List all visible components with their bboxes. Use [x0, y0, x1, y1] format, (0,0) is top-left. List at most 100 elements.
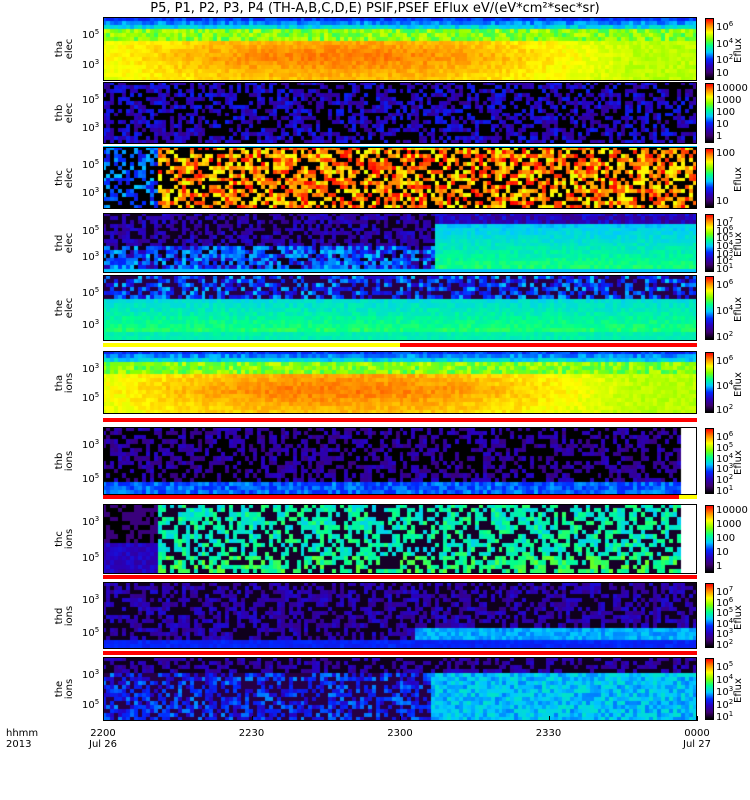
- the-ions-colorbar-tick: 102: [716, 697, 734, 711]
- the-ions-ytick: 105: [82, 698, 100, 711]
- thc-elec-colorbar-label: Eflux: [733, 167, 744, 192]
- x-tick-mark: [697, 716, 698, 721]
- the-ions-colorbar-label: Eflux: [733, 678, 744, 703]
- thb-elec-ylabel: thb elec: [54, 99, 75, 127]
- thd-ions-ylabel-line: ions: [64, 605, 75, 626]
- thc-elec-ylabel-line: elec: [64, 167, 75, 189]
- thd-elec-ylabel: thd elec: [54, 229, 75, 257]
- tha-elec-colorbar-tick: 104: [716, 36, 734, 50]
- the-elec-colorbar-tick: 106: [716, 278, 734, 291]
- the-elec-ytick: 103: [82, 318, 100, 331]
- time-format-label: hhmm: [6, 728, 39, 739]
- x-date-label: Jul 27: [683, 739, 711, 750]
- the-ions-spectrogram: [103, 657, 697, 721]
- x-tick-mark: [252, 716, 253, 721]
- thb-ions-ylabel-line: ions: [64, 450, 75, 472]
- thc-ions-ytick: 105: [82, 551, 100, 564]
- the-elec-colorbar: [705, 276, 714, 340]
- thb-elec-colorbar-tick: 10: [716, 119, 729, 130]
- the-ions-colorbar-tick: 104: [716, 672, 734, 686]
- thd-ions-colorbar-tick: 104: [716, 616, 734, 630]
- the-ions-colorbar: [705, 658, 714, 720]
- thc-ions-spectrogram: [103, 504, 697, 574]
- thb-elec-colorbar-tick: 1000: [716, 95, 742, 106]
- tha-elec-ylabel: tha elec: [54, 35, 75, 63]
- thd-elec-colorbar-tick: 105: [716, 231, 734, 245]
- tha-elec-colorbar: [705, 18, 714, 80]
- thd-elec-colorbar-tick: 107: [716, 216, 734, 229]
- x-tick-label: 0000: [684, 728, 710, 739]
- x-tick-mark: [103, 716, 104, 721]
- thd-elec-spectrogram: [103, 213, 697, 273]
- thc-elec-colorbar-tick: 10: [716, 196, 729, 207]
- the-elec-heatmap-image: [103, 275, 697, 341]
- thd-elec-colorbar-tick: 103: [716, 246, 734, 260]
- thd-elec-colorbar: [705, 214, 714, 272]
- thd-ions-colorbar-label: Eflux: [733, 604, 744, 630]
- the-ions-ylabel-line: ions: [64, 678, 75, 700]
- tha-elec-ytick: 103: [82, 58, 100, 71]
- thb-ions-colorbar-label: Eflux: [733, 450, 744, 475]
- thc-ions-colorbar-tick: 10000: [716, 505, 748, 516]
- the-elec-status-bar: [103, 343, 697, 347]
- thb-ions-colorbar-tick: 103: [716, 462, 734, 476]
- tha-ions-colorbar: [705, 352, 714, 413]
- the-ions-ylabel: the ions: [54, 675, 75, 703]
- tha-elec-colorbar-tick: 10: [716, 68, 729, 79]
- thb-ions-ytick: 103: [82, 438, 100, 451]
- thc-ions-heatmap-image: [103, 504, 697, 574]
- tha-ions-ytick: 105: [82, 391, 100, 404]
- tha-ions-colorbar-tick: 102: [716, 403, 734, 416]
- thb-ions-colorbar-tick: 104: [716, 451, 734, 465]
- thd-elec-colorbar-tick: 104: [716, 239, 734, 252]
- tha-ions-heatmap-image: [103, 351, 697, 414]
- thd-elec-heatmap-image: [103, 213, 697, 273]
- thc-elec-ytick: 105: [82, 158, 100, 171]
- thc-elec-heatmap-image: [103, 147, 697, 209]
- thc-ions-colorbar: [705, 505, 714, 573]
- thd-ions-ylabel: thd ions: [54, 602, 75, 630]
- thd-elec-ylabel-line: elec: [64, 232, 75, 254]
- tha-elec-ylabel-line: elec: [64, 38, 75, 60]
- thb-ions-status-bar: [103, 495, 697, 499]
- the-ions-colorbar-tick: 103: [716, 685, 734, 698]
- x-tick-label: 2230: [238, 728, 265, 739]
- tha-ions-status-bar: [103, 418, 697, 422]
- tha-ions-ytick: 103: [82, 362, 100, 375]
- x-tick-mark: [549, 716, 550, 721]
- thb-elec-spectrogram: [103, 82, 697, 144]
- thd-ions-colorbar-tick: 105: [716, 606, 734, 620]
- the-elec-ylabel-line: elec: [64, 297, 75, 319]
- thc-ions-colorbar-tick: 1: [716, 561, 723, 572]
- thd-ions-colorbar-tick: 102: [716, 638, 734, 651]
- thd-elec-colorbar-label: Eflux: [733, 232, 744, 257]
- year-label: 2013: [6, 739, 32, 750]
- thb-elec-colorbar-tick: 100: [716, 107, 736, 118]
- the-elec-spectrogram: [103, 275, 697, 341]
- thb-ions-colorbar-tick: 101: [716, 484, 734, 497]
- tha-ions-ylabel: tha ions: [54, 369, 75, 397]
- thc-ions-ylabel-line: ions: [64, 528, 75, 550]
- thd-ions-colorbar-tick: 106: [716, 595, 734, 609]
- the-elec-colorbar-label: Eflux: [733, 297, 744, 322]
- figure-title: P5, P1, P2, P3, P4 (TH-A,B,C,D,E) PSIF,P…: [150, 1, 600, 16]
- thc-ions-ylabel: thc ions: [54, 525, 75, 553]
- thb-elec-ytick: 103: [82, 121, 100, 134]
- x-tick-label: 2330: [535, 728, 562, 739]
- thd-ions-status-bar: [103, 651, 697, 655]
- thb-ions-colorbar-tick: 102: [716, 473, 734, 487]
- thb-elec-colorbar: [705, 83, 714, 143]
- thb-ions-colorbar-tick: 106: [716, 430, 734, 443]
- thc-ions-colorbar-tick: 100: [716, 533, 736, 544]
- tha-elec-colorbar-tick: 106: [716, 20, 734, 33]
- thb-ions-colorbar-tick: 105: [716, 440, 734, 454]
- thd-ions-colorbar-tick: 107: [716, 585, 734, 598]
- the-elec-colorbar-tick: 104: [716, 304, 734, 317]
- tha-elec-spectrogram: [103, 17, 697, 81]
- thd-elec-colorbar-tick: 102: [716, 254, 734, 268]
- thc-elec-spectrogram: [103, 147, 697, 209]
- thb-elec-ylabel-line: elec: [64, 102, 75, 124]
- thd-ions-spectrogram: [103, 582, 697, 649]
- thb-ions-ylabel: thb ions: [54, 447, 75, 475]
- thd-elec-colorbar-tick: 106: [716, 223, 734, 237]
